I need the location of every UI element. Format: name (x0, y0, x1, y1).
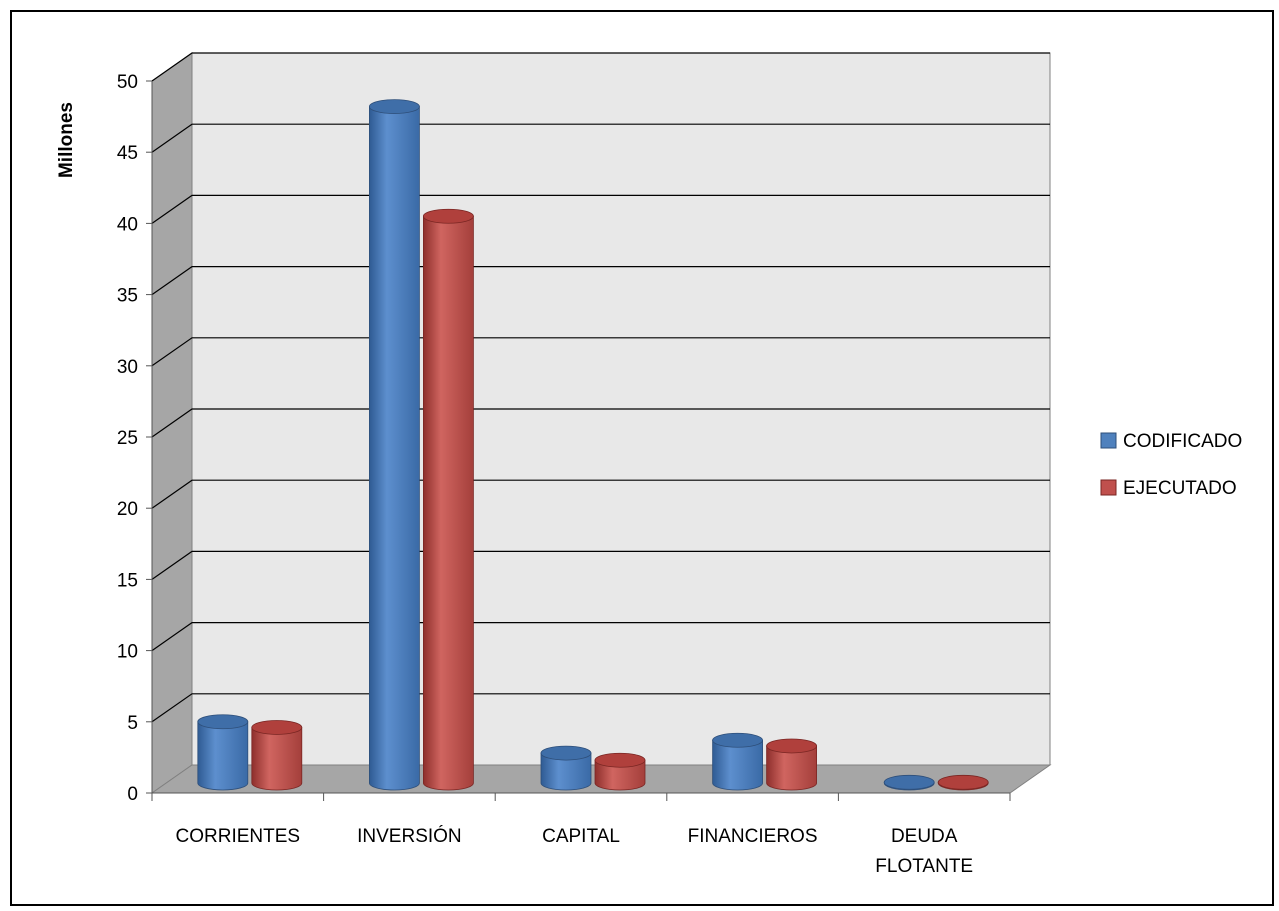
bar-top-codificado-2 (540, 745, 592, 761)
category-label: INVERSIÓN (357, 825, 462, 847)
y-tick-label: 5 (127, 713, 138, 734)
gridline (151, 266, 1050, 296)
gridline (151, 693, 1050, 723)
y-tick-label: 30 (117, 357, 138, 378)
y-tick-label: 35 (117, 286, 138, 307)
category-label: DEUDA FLOTANTE (875, 826, 973, 877)
bar-ejecutado-1 (423, 215, 474, 791)
y-tick-label: 20 (117, 499, 138, 520)
y-tick-label: 15 (117, 570, 138, 591)
legend-label-codificado: CODIFICADO (1123, 431, 1242, 452)
bar-codificado-0 (197, 721, 249, 791)
gridline (151, 479, 1050, 509)
bar-top-ejecutado-4 (937, 774, 989, 790)
y-tick-label: 0 (127, 784, 138, 805)
y-tick-label: 50 (117, 72, 138, 93)
bar-ejecutado-3 (766, 745, 817, 791)
legend-swatch-ejecutado (1100, 479, 1117, 496)
y-axis-title: Millones (56, 102, 77, 178)
bar-codificado-2 (540, 752, 592, 791)
category-label: FINANCIEROS (688, 826, 818, 847)
legend-label-ejecutado: EJECUTADO (1123, 478, 1237, 499)
bar-top-codificado-1 (368, 99, 420, 114)
legend-swatch-codificado (1100, 432, 1117, 449)
bar-ejecutado-2 (594, 759, 646, 791)
bar-top-ejecutado-2 (594, 752, 646, 768)
bar-ejecutado-0 (251, 727, 303, 791)
bar-top-codificado-4 (883, 774, 935, 790)
gridline (151, 123, 1050, 153)
gridline (151, 337, 1050, 367)
bar-top-codificado-0 (197, 714, 249, 730)
y-tick-label: 40 (117, 214, 138, 235)
bar-top-ejecutado-0 (251, 720, 303, 735)
y-tick-label: 45 (117, 143, 138, 164)
gridline (151, 52, 1050, 82)
gridline (151, 408, 1050, 438)
bar-codificado-3 (712, 739, 763, 791)
bar-top-ejecutado-3 (766, 738, 817, 754)
y-tick-label: 25 (117, 428, 138, 449)
bar-top-codificado-3 (712, 732, 763, 748)
bar-top-ejecutado-1 (422, 208, 474, 224)
gridline (151, 621, 1050, 652)
category-label: CORRIENTES (176, 826, 301, 847)
y-tick-label: 10 (117, 642, 138, 663)
gridline (151, 194, 1050, 224)
gridline (151, 550, 1050, 580)
category-label: CAPITAL (542, 826, 620, 847)
bar-codificado-1 (369, 106, 420, 791)
